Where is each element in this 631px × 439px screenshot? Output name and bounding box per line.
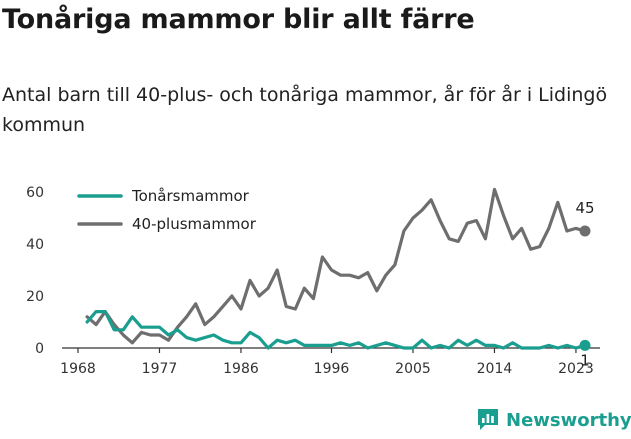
x-tick-label: 1977 [142, 361, 178, 377]
x-tick-label: 2014 [477, 361, 513, 377]
brand-name: Newsworthy [506, 409, 631, 431]
series-line [85, 310, 587, 350]
legend-label: 40-plusmammor [132, 215, 257, 233]
series-end-label: 45 [575, 199, 594, 217]
y-tick-label: 40 [26, 237, 44, 253]
x-tick-label: 1996 [314, 361, 350, 377]
chart-title: Tonåriga mammor blir allt färre [2, 4, 475, 35]
series-end-label: 1 [580, 351, 590, 369]
chart-series: 1 45 [85, 187, 595, 369]
series-end-point [579, 225, 591, 237]
y-tick-label: 60 [26, 185, 44, 201]
y-tick-label: 20 [26, 289, 44, 305]
y-tick-label: 0 [35, 341, 44, 357]
x-tick-label: 2023 [558, 361, 594, 377]
chart-legend: Tonårsmammor 40-plusmammor [77, 187, 257, 233]
x-tick-label: 2005 [395, 361, 431, 377]
legend-label: Tonårsmammor [131, 187, 250, 205]
chart-subtitle: Antal barn till 40-plus- och tonåriga ma… [2, 84, 608, 136]
x-tick-label: 1968 [60, 361, 96, 377]
x-tick-label: 1986 [223, 361, 259, 377]
series-end-point [579, 339, 591, 351]
newsworthy-logo-icon [478, 409, 498, 430]
chart-axes: 0 20 40 60 1968 1977 1986 1996 2005 2014 2023 [26, 185, 600, 377]
newsworthy-logo: Newsworthy [476, 407, 631, 433]
series-line [85, 187, 587, 345]
